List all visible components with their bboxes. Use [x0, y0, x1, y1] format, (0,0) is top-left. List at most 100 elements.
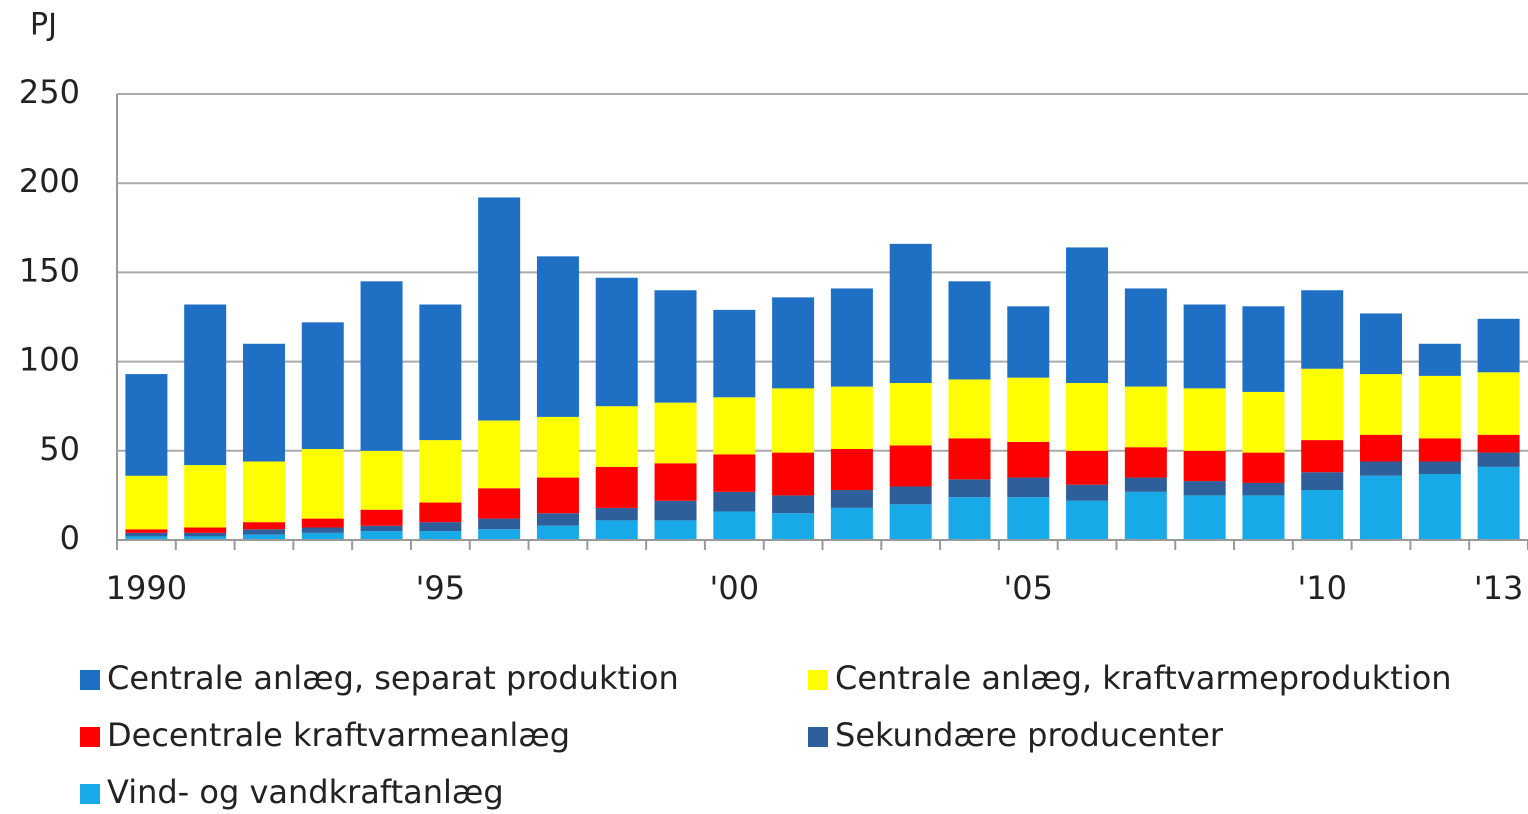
bar-segment	[654, 520, 697, 540]
bar-segment	[948, 438, 991, 480]
bar-segment	[1183, 495, 1226, 540]
bar-segment	[948, 497, 991, 540]
bar-segment	[713, 491, 756, 512]
bar-segment	[1066, 247, 1109, 384]
bar-segment	[595, 466, 638, 508]
bar-segment	[1183, 450, 1226, 482]
bar-segment	[1124, 386, 1167, 448]
bar-segment	[1360, 313, 1403, 375]
bar-segment	[889, 504, 932, 540]
bar-segment	[125, 374, 168, 476]
bar-segment	[1007, 497, 1050, 540]
bar-segment	[595, 507, 638, 521]
bar-segment	[1301, 290, 1344, 369]
bar-segment	[948, 379, 991, 439]
bar-segment	[1301, 368, 1344, 441]
bar-segment	[536, 256, 579, 417]
bar-segment	[1477, 318, 1520, 373]
y-tick-label: 200	[19, 162, 80, 200]
bar-segment	[1477, 452, 1520, 467]
bar-segment	[536, 525, 579, 540]
bar-segment	[184, 532, 227, 537]
bar-segment	[1007, 377, 1050, 442]
bar-segment	[830, 449, 873, 491]
bar-segment	[1242, 495, 1285, 540]
bar-segment	[419, 440, 462, 503]
bar-segment	[889, 445, 932, 487]
legend-swatch	[80, 670, 100, 690]
bar-segment	[125, 532, 168, 537]
bar-segment	[536, 477, 579, 514]
bar-segment	[1418, 438, 1461, 462]
bar-segment	[478, 488, 521, 519]
bar-segment	[1066, 383, 1109, 451]
legend-label: Centrale anlæg, separat produktion	[107, 659, 679, 697]
bar-segment	[478, 197, 521, 421]
bar-segment	[184, 536, 227, 540]
bar-segment	[419, 304, 462, 441]
bar-segment	[301, 527, 344, 533]
bar-segment	[772, 452, 815, 496]
bar-segment	[1360, 475, 1403, 540]
legend-swatch	[808, 670, 828, 690]
bar-segment	[772, 388, 815, 453]
bar-segment	[1066, 450, 1109, 485]
bar-segment	[301, 532, 344, 540]
bar-segment	[1477, 434, 1520, 453]
y-axis-label: PJ	[30, 8, 57, 43]
bar-segment	[1183, 481, 1226, 496]
bar-segment	[360, 525, 403, 532]
bar-segment	[1242, 306, 1285, 392]
y-tick-label: 150	[19, 251, 80, 289]
bar-segment	[1301, 472, 1344, 491]
bar-segment	[654, 290, 697, 403]
bar-segment	[360, 281, 403, 451]
bar-segment	[242, 522, 285, 530]
bar-segment	[360, 450, 403, 510]
bar-segment	[889, 243, 932, 384]
bar-segment	[830, 507, 873, 540]
bar-segment	[184, 527, 227, 533]
bar-segment	[595, 406, 638, 467]
bar-segment	[360, 531, 403, 540]
bar-segment	[1007, 477, 1050, 498]
bar-segment	[478, 420, 521, 489]
bar-segment	[301, 449, 344, 519]
bar-segment	[595, 520, 638, 540]
bar-segment	[1066, 500, 1109, 540]
bar-segment	[830, 386, 873, 450]
bar-segment	[419, 502, 462, 523]
bar-segment	[1301, 490, 1344, 540]
bar-segment	[713, 511, 756, 540]
bar-segment	[1124, 447, 1167, 478]
x-tick-label: '13	[1474, 569, 1524, 607]
bar-segment	[125, 536, 168, 540]
bar-segment	[1418, 375, 1461, 439]
bar-segment	[1066, 484, 1109, 501]
bar-segment	[1124, 477, 1167, 492]
x-tick-label: '10	[1297, 569, 1347, 607]
bar-segment	[242, 461, 285, 523]
bar-segment	[125, 529, 168, 533]
bar-segment	[772, 513, 815, 540]
bar-segment	[948, 479, 991, 498]
legend-swatch	[808, 727, 828, 747]
x-tick-label: 1990	[106, 569, 187, 607]
bar-segment	[1124, 491, 1167, 540]
bar-segment	[536, 416, 579, 478]
bar-segment	[1418, 461, 1461, 474]
bar-segment	[1124, 288, 1167, 387]
bar-segment	[654, 463, 697, 501]
legend-swatch	[80, 784, 100, 804]
bar-segment	[1242, 452, 1285, 483]
bar-segment	[1360, 434, 1403, 462]
bar-segment	[595, 277, 638, 407]
bar-segment	[1418, 473, 1461, 540]
legend-swatch	[80, 727, 100, 747]
y-tick-label: 100	[19, 341, 80, 379]
bar-segment	[1007, 441, 1050, 478]
bar-segment	[772, 297, 815, 389]
bar-segment	[1242, 391, 1285, 453]
